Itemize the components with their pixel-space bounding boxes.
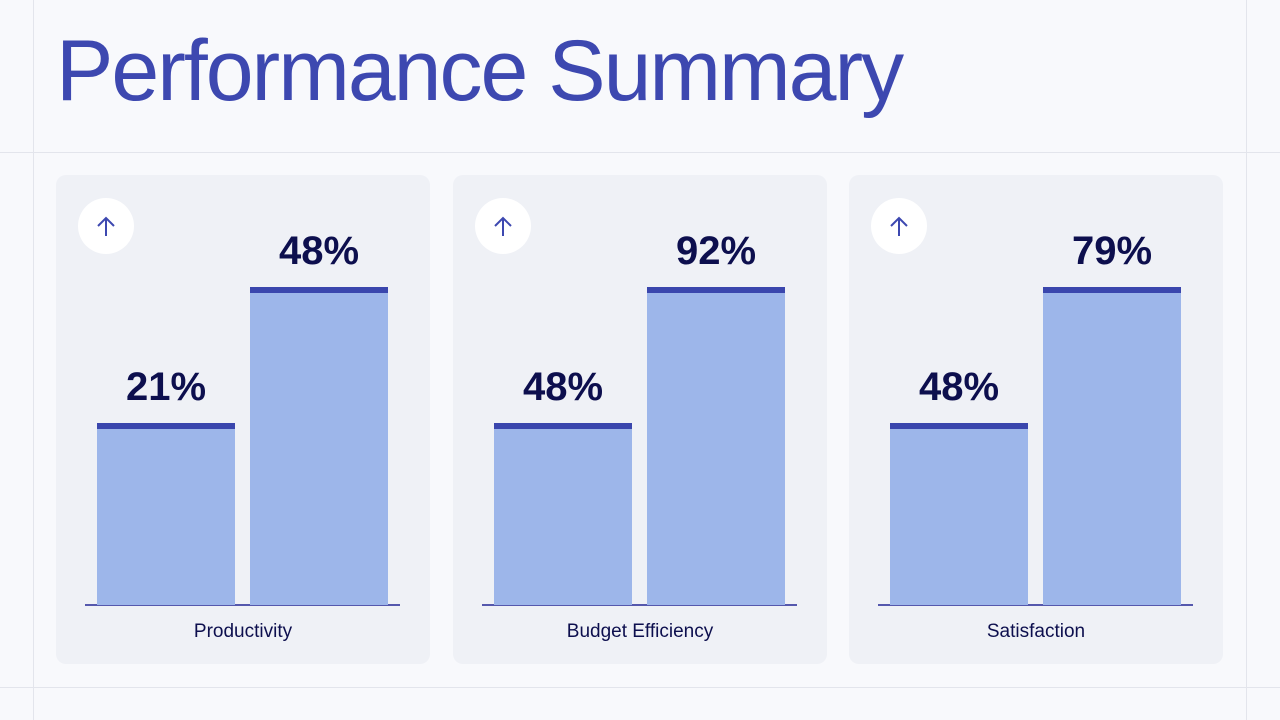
- page-title: Performance Summary: [56, 23, 904, 119]
- bar-cap: [647, 287, 785, 293]
- grid-line: [33, 0, 34, 720]
- bar: [1043, 287, 1181, 605]
- baseline: [878, 604, 1193, 606]
- bar: [97, 423, 235, 605]
- arrow-up-icon: [871, 198, 927, 254]
- data-label: 92%: [675, 229, 757, 273]
- bar-cap: [250, 287, 388, 293]
- bar: [494, 423, 632, 605]
- bar: [647, 287, 785, 605]
- arrow-up-icon: [475, 198, 531, 254]
- data-label: 79%: [1071, 229, 1153, 273]
- data-label: 48%: [522, 365, 604, 409]
- grid-line: [1246, 0, 1247, 720]
- bar-cap: [494, 423, 632, 429]
- metric-card: Budget Efficiency 48% 92%: [453, 175, 827, 664]
- bar: [250, 287, 388, 605]
- bar-cap: [97, 423, 235, 429]
- grid-line: [0, 687, 1280, 688]
- arrow-up-icon: [78, 198, 134, 254]
- data-label: 21%: [125, 365, 207, 409]
- baseline: [85, 604, 400, 606]
- category-label: Satisfaction: [986, 621, 1086, 642]
- category-label: Productivity: [193, 621, 293, 642]
- bar-cap: [890, 423, 1028, 429]
- grid-line: [0, 152, 1280, 153]
- baseline: [482, 604, 797, 606]
- data-label: 48%: [918, 365, 1000, 409]
- bar-cap: [1043, 287, 1181, 293]
- category-label: Budget Efficiency: [566, 621, 714, 642]
- bar: [890, 423, 1028, 605]
- metric-card: Satisfaction 48% 79%: [849, 175, 1223, 664]
- metric-card: Productivity 21% 48%: [56, 175, 430, 664]
- data-label: 48%: [278, 229, 360, 273]
